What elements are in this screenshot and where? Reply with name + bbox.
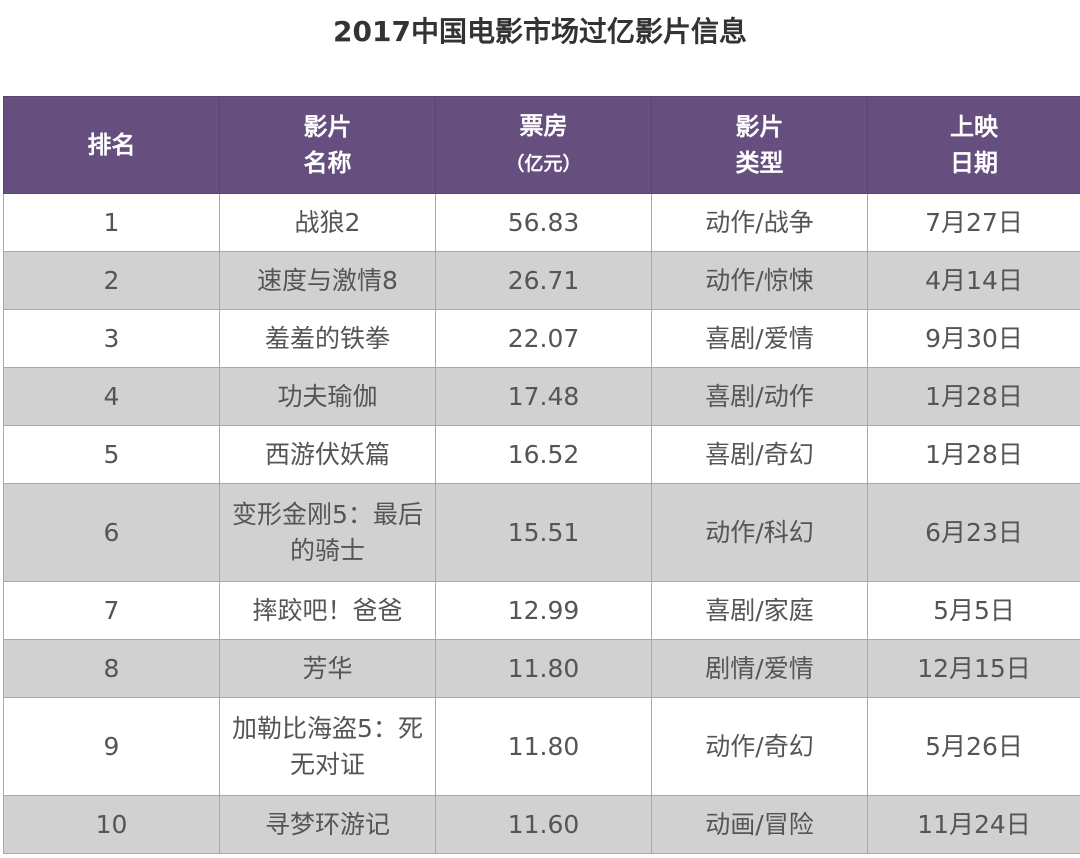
genre-cell: 动作/科幻 (651, 483, 868, 582)
rank-cell: 5 (3, 425, 220, 484)
header-genre: 影片 类型 (651, 96, 868, 194)
box-office-cell: 12.99 (435, 581, 652, 640)
box-office-cell: 11.80 (435, 639, 652, 698)
film-name-cell: 变形金刚5：最后的骑士 (219, 483, 436, 582)
release-date-cell: 9月30日 (867, 309, 1080, 368)
header-rank: 排名 (3, 96, 220, 194)
table-row: 4 功夫瑜伽 17.48 喜剧/动作 1月28日 (3, 367, 1080, 426)
genre-cell: 动作/惊悚 (651, 251, 868, 310)
table-row: 3 羞羞的铁拳 22.07 喜剧/爱情 9月30日 (3, 309, 1080, 368)
release-date-cell: 5月5日 (867, 581, 1080, 640)
film-name-cell: 战狼2 (219, 193, 436, 252)
header-film-name: 影片 名称 (219, 96, 436, 194)
box-office-cell: 17.48 (435, 367, 652, 426)
release-date-cell: 11月24日 (867, 795, 1080, 854)
rank-cell: 6 (3, 483, 220, 582)
release-date-cell: 1月28日 (867, 367, 1080, 426)
film-name-cell: 速度与激情8 (219, 251, 436, 310)
box-office-cell: 26.71 (435, 251, 652, 310)
film-name-cell: 功夫瑜伽 (219, 367, 436, 426)
film-name-cell: 加勒比海盗5：死无对证 (219, 697, 436, 796)
genre-cell: 喜剧/奇幻 (651, 425, 868, 484)
genre-cell: 动作/奇幻 (651, 697, 868, 796)
box-office-cell: 11.60 (435, 795, 652, 854)
release-date-cell: 7月27日 (867, 193, 1080, 252)
film-name-cell: 寻梦环游记 (219, 795, 436, 854)
release-date-cell: 4月14日 (867, 251, 1080, 310)
rank-cell: 3 (3, 309, 220, 368)
rank-cell: 8 (3, 639, 220, 698)
box-office-cell: 15.51 (435, 483, 652, 582)
film-name-cell: 芳华 (219, 639, 436, 698)
table-row: 1 战狼2 56.83 动作/战争 7月27日 (3, 193, 1080, 252)
table-row: 10 寻梦环游记 11.60 动画/冒险 11月24日 (3, 795, 1080, 854)
box-office-table: 排名 影片 名称 票房 （亿元） 影片 类型 上映 日期 1 战狼2 56.83 动作/… (3, 96, 1080, 854)
page-title: 2017中国电影市场过亿影片信息 (333, 15, 747, 48)
rank-cell: 7 (3, 581, 220, 640)
header-release-date: 上映 日期 (867, 96, 1080, 194)
box-office-cell: 56.83 (435, 193, 652, 252)
header-box-office: 票房 （亿元） (435, 96, 652, 194)
rank-cell: 9 (3, 697, 220, 796)
table-row: 6 变形金刚5：最后的骑士 15.51 动作/科幻 6月23日 (3, 483, 1080, 582)
genre-cell: 剧情/爱情 (651, 639, 868, 698)
table-row: 5 西游伏妖篇 16.52 喜剧/奇幻 1月28日 (3, 425, 1080, 484)
box-office-cell: 16.52 (435, 425, 652, 484)
header-row: 排名 影片 名称 票房 （亿元） 影片 类型 上映 日期 (3, 96, 1080, 194)
film-name-cell: 西游伏妖篇 (219, 425, 436, 484)
table-row: 9 加勒比海盗5：死无对证 11.80 动作/奇幻 5月26日 (3, 697, 1080, 796)
release-date-cell: 6月23日 (867, 483, 1080, 582)
genre-cell: 喜剧/动作 (651, 367, 868, 426)
table-row: 2 速度与激情8 26.71 动作/惊悚 4月14日 (3, 251, 1080, 310)
release-date-cell: 5月26日 (867, 697, 1080, 796)
genre-cell: 喜剧/爱情 (651, 309, 868, 368)
genre-cell: 动画/冒险 (651, 795, 868, 854)
release-date-cell: 1月28日 (867, 425, 1080, 484)
table-row: 7 摔跤吧！爸爸 12.99 喜剧/家庭 5月5日 (3, 581, 1080, 640)
film-name-cell: 摔跤吧！爸爸 (219, 581, 436, 640)
rank-cell: 2 (3, 251, 220, 310)
rank-cell: 4 (3, 367, 220, 426)
genre-cell: 喜剧/家庭 (651, 581, 868, 640)
film-name-cell: 羞羞的铁拳 (219, 309, 436, 368)
table-row: 8 芳华 11.80 剧情/爱情 12月15日 (3, 639, 1080, 698)
rank-cell: 1 (3, 193, 220, 252)
release-date-cell: 12月15日 (867, 639, 1080, 698)
box-office-cell: 22.07 (435, 309, 652, 368)
genre-cell: 动作/战争 (651, 193, 868, 252)
box-office-cell: 11.80 (435, 697, 652, 796)
rank-cell: 10 (3, 795, 220, 854)
